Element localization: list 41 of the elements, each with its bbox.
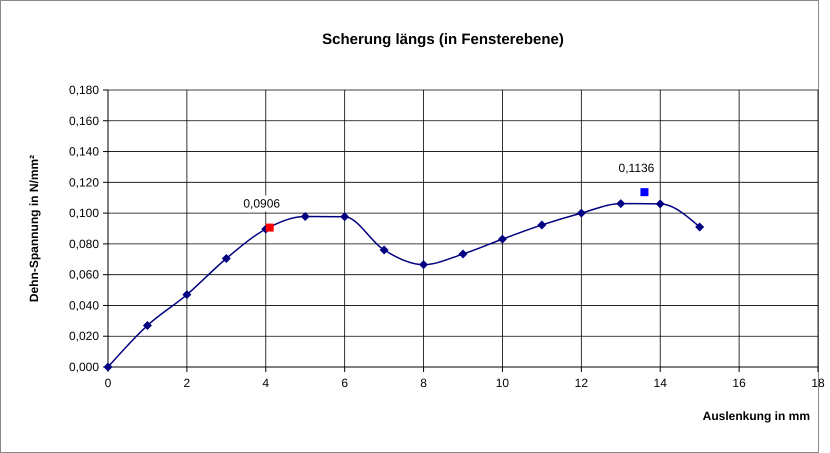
point	[576, 208, 586, 218]
x-tick-label: 16	[732, 376, 746, 390]
annotation: 0,1136	[618, 161, 655, 176]
y-tick-label: 0,120	[68, 175, 100, 190]
x-tick-label: 4	[262, 376, 270, 390]
point	[640, 188, 648, 196]
x-tick-label: 12	[574, 376, 588, 390]
x-tick-label: 8	[420, 376, 428, 390]
y-tick-label: 0,180	[68, 83, 100, 97]
annotation: 0,0906	[243, 196, 280, 211]
x-tick-label: 14	[654, 376, 668, 390]
point	[458, 250, 468, 259]
y-tick-label: 0,000	[68, 360, 100, 374]
y-axis-title: Dehn-Spannung in N/mm²	[27, 154, 41, 302]
x-axis-title: Auslenkung in mm	[702, 409, 810, 423]
x-tick-label: 2	[184, 376, 191, 390]
point	[419, 260, 428, 270]
x-tick-label: 10	[496, 376, 510, 390]
chart-title: Scherung längs (in Fensterebene)	[322, 31, 564, 48]
point	[340, 212, 350, 222]
point	[498, 234, 507, 244]
y-tick-label: 0,040	[68, 298, 100, 312]
y-tick-label: 0,060	[68, 268, 100, 282]
point	[222, 254, 231, 264]
point	[537, 220, 546, 230]
point	[300, 212, 310, 221]
y-tick-label: 0,100	[68, 206, 100, 220]
point	[656, 199, 665, 208]
point	[616, 199, 626, 208]
point	[380, 246, 389, 255]
x-tick-label: 0	[104, 376, 112, 390]
point	[182, 290, 192, 300]
x-tick-label: 18	[811, 376, 825, 390]
x-tick-label: 6	[341, 376, 348, 390]
point	[695, 222, 704, 232]
y-tick-label: 0,080	[68, 236, 100, 251]
y-tick-label: 0,160	[68, 114, 100, 128]
point	[266, 224, 274, 232]
point	[142, 320, 152, 330]
y-tick-label: 0,020	[68, 329, 100, 344]
y-tick-label: 0,140	[68, 144, 100, 159]
